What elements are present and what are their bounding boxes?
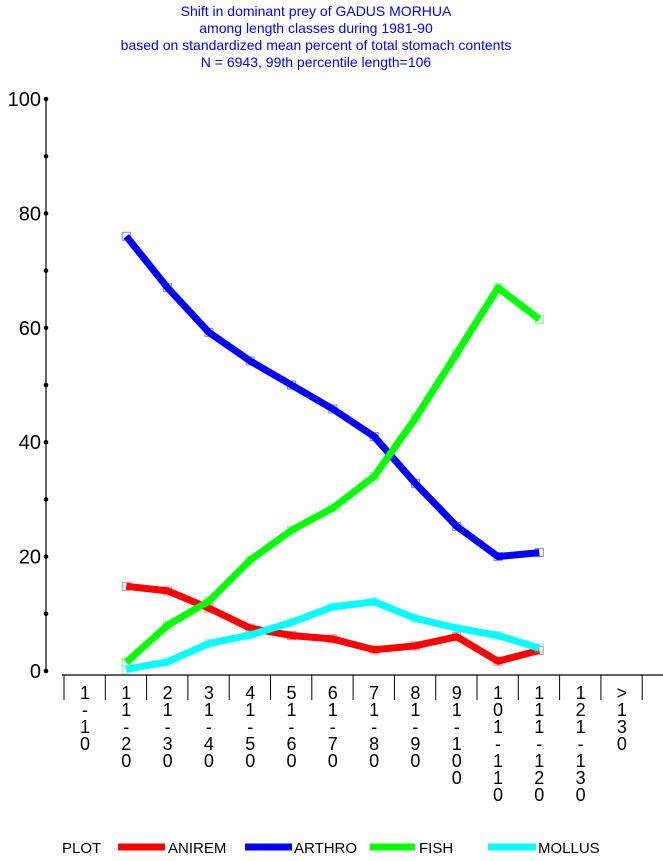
data-point <box>287 380 296 390</box>
data-point <box>328 404 338 414</box>
y-tick-mark <box>43 611 49 617</box>
series-mollus <box>121 597 544 674</box>
data-point <box>493 631 503 641</box>
data-point <box>452 632 462 642</box>
y-tick-mark <box>43 439 49 445</box>
data-point <box>369 597 379 607</box>
x-tick-label: 1 0 1 -1 1 0 <box>493 683 503 805</box>
data-point <box>328 602 338 612</box>
data-point <box>534 643 544 653</box>
series-line <box>125 582 541 665</box>
data-point <box>410 413 420 423</box>
data-point <box>163 620 173 630</box>
data-point <box>410 613 420 623</box>
data-point <box>534 314 544 324</box>
legend-item-anirem: ANIREM <box>118 840 226 857</box>
series-anirem <box>121 581 544 666</box>
x-tick-label: 1 2 1 -1 3 0 <box>576 683 586 805</box>
legend-label: ARTHRO <box>294 840 357 857</box>
x-tick-label: 4 1 -5 0 <box>245 683 255 771</box>
data-point <box>493 283 503 293</box>
data-point <box>452 521 462 531</box>
x-axis: 1 -1 0 1 1 -2 0 2 1 -3 0 3 1 -4 0 4 1 -5 0 5 1 -6 0 6 1 -7 0 7 1 -8 0 8… <box>62 674 663 805</box>
x-tick-label: 6 1 -7 0 <box>328 683 338 771</box>
series-lines <box>121 231 544 674</box>
series-arthro <box>121 231 544 562</box>
x-tick-label: 9 1 -1 0 0 <box>452 683 462 788</box>
y-tick-label: 100 <box>8 89 41 111</box>
data-point <box>287 525 296 535</box>
data-point <box>163 586 173 596</box>
x-tick-label: 1 -1 0 <box>80 683 90 754</box>
y-tick-mark <box>43 497 49 502</box>
data-point <box>328 503 338 513</box>
y-tick-mark <box>43 96 49 102</box>
series-line <box>125 598 541 673</box>
x-tick-label: 5 1 -6 0 <box>286 683 296 771</box>
data-point <box>328 634 338 644</box>
legend-item-arthro: ARTHRO <box>245 840 357 857</box>
data-point <box>163 283 173 293</box>
y-tick-mark <box>43 268 49 273</box>
y-tick-label: 60 <box>19 318 41 340</box>
data-point <box>369 431 379 441</box>
title-line-3: N = 6943, 99th percentile length=106 <box>201 54 432 70</box>
legend-label: MOLLUS <box>538 840 600 857</box>
legend-label: ANIREM <box>168 840 226 857</box>
data-point <box>204 327 214 337</box>
y-tick-mark <box>43 153 49 159</box>
data-point <box>410 478 420 488</box>
y-tick-label: 20 <box>19 547 41 569</box>
title-line-0: Shift in dominant prey of GADUS MORHUA <box>181 3 452 19</box>
data-point <box>204 639 214 649</box>
legend-item-fish: FISH <box>370 840 453 857</box>
y-tick-mark <box>43 325 49 331</box>
x-tick-label: 1 1 -2 0 <box>121 683 131 771</box>
y-axis: 0 20 40 60 80 100 <box>8 89 49 683</box>
y-tick-mark <box>43 211 49 216</box>
data-point <box>534 548 544 558</box>
data-point <box>410 641 420 651</box>
x-tick-label: >1 3 0 <box>617 683 628 754</box>
data-point <box>245 555 255 565</box>
y-tick-label: 80 <box>19 203 41 225</box>
y-tick-mark <box>43 554 49 559</box>
legend-title: PLOT <box>62 840 101 857</box>
data-point <box>163 657 173 667</box>
data-point <box>452 623 462 633</box>
x-tick-label: 8 1 -9 0 <box>410 683 420 771</box>
data-point <box>452 349 462 359</box>
data-point <box>245 630 255 640</box>
y-tick-label: 40 <box>19 432 41 454</box>
y-tick-mark <box>43 668 49 674</box>
x-tick-label: 7 1 -8 0 <box>369 683 379 771</box>
x-tick-label: 1 1 1 -1 2 0 <box>534 683 544 805</box>
y-tick-mark <box>43 382 49 388</box>
legend-label: FISH <box>419 840 453 857</box>
data-point <box>369 645 379 655</box>
data-point <box>493 656 503 666</box>
data-point <box>369 472 379 482</box>
x-tick-label: 3 1 -4 0 <box>204 683 214 771</box>
data-point <box>245 356 255 366</box>
legend: PLOT ANIREM ARTHRO FISH MOLLUS <box>62 840 600 857</box>
y-tick-label: 0 <box>30 661 41 683</box>
data-point <box>287 617 296 627</box>
series-line <box>123 234 540 561</box>
data-point <box>121 231 131 241</box>
data-point <box>493 552 503 562</box>
title-line-1: among length classes during 1981-90 <box>199 20 433 36</box>
data-point <box>287 631 296 641</box>
data-point <box>121 664 131 674</box>
data-point <box>121 581 131 591</box>
x-tick-label: 2 1 -3 0 <box>163 683 173 771</box>
title-line-2: based on standardized mean percent of to… <box>121 37 512 53</box>
chart-title: Shift in dominant prey of GADUS MORHUAam… <box>121 3 512 70</box>
legend-item-mollus: MOLLUS <box>488 840 600 857</box>
series-line <box>123 284 542 666</box>
data-point <box>204 596 214 606</box>
